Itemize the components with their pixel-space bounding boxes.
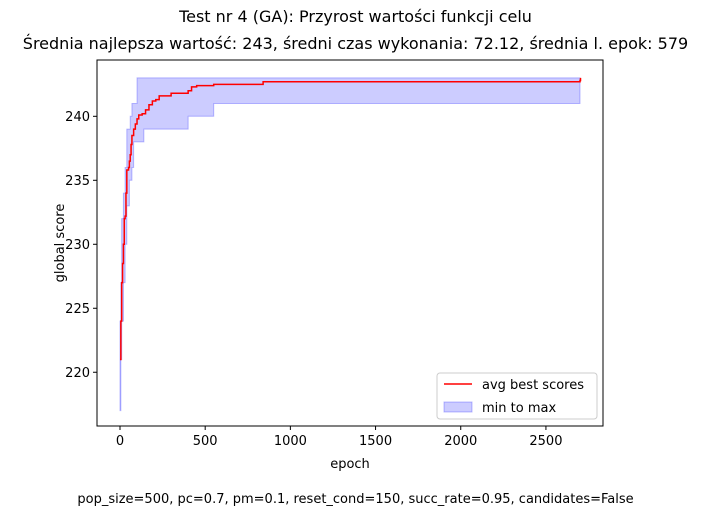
x-axis-label: epoch [330,457,370,472]
line-layer [120,77,582,361]
x-tick-label: 0 [116,434,124,449]
y-axis-label: global score [53,204,68,283]
y-tick-label: 240 [65,110,90,125]
y-tick-label: 230 [65,238,90,253]
parameters-caption: pop_size=500, pc=0.7, pm=0.1, reset_cond… [77,492,634,507]
band-layer [119,77,581,412]
x-tick-label: 2000 [444,434,477,449]
chart-subtitle: Średnia najlepsza wartość: 243, średni c… [22,34,689,53]
legend-box [436,372,598,420]
legend-label-avg: avg best scores [482,378,584,393]
x-axis: 0 500 1000 1500 2000 2500 [116,426,562,449]
y-tick-label: 220 [65,366,90,381]
plot-frame [96,59,604,427]
legend-band-swatch [443,401,473,413]
x-tick-label: 1000 [274,434,307,449]
x-tick-label: 500 [193,434,218,449]
y-tick-label: 235 [65,174,90,189]
x-tick-label: 1500 [359,434,392,449]
min-max-band [119,77,581,412]
y-axis: 220 225 230 235 240 [65,110,97,381]
legend-label-band: min to max [482,401,556,416]
y-tick-label: 225 [65,302,90,317]
legend: avg best scores min to max [436,372,598,420]
chart-title: Test nr 4 (GA): Przyrost wartości funkcj… [179,7,532,26]
avg-best-scores-line [120,77,582,361]
x-tick-label: 2500 [529,434,562,449]
